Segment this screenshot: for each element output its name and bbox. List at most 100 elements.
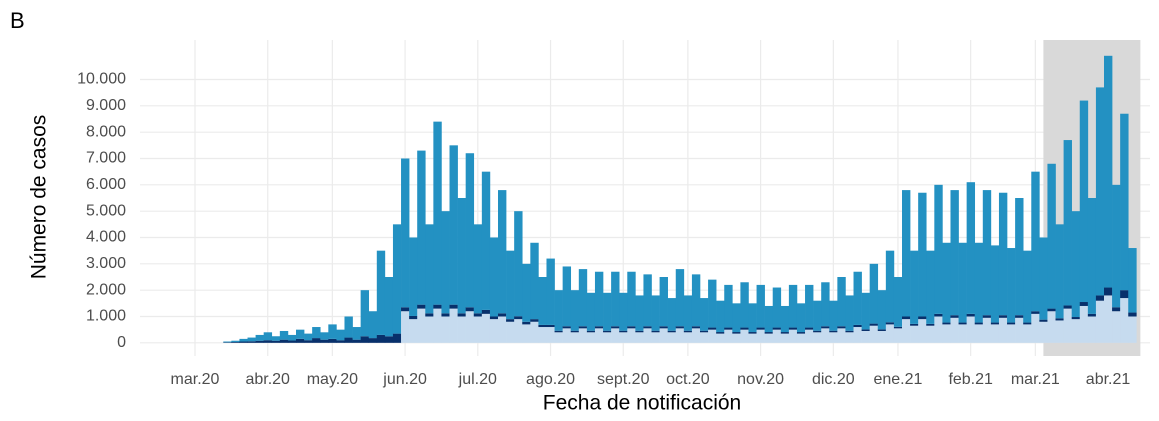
bar-segment (966, 182, 976, 314)
bar-segment (489, 319, 499, 343)
bar-segment (287, 334, 297, 341)
bar-segment (1039, 321, 1048, 343)
bar-segment (449, 308, 458, 343)
bar-segment (837, 277, 846, 327)
bar-segment (700, 330, 709, 333)
bar-segment (853, 324, 862, 328)
x-tick-label: jun.20 (382, 371, 427, 388)
bar-segment (635, 332, 644, 343)
bar-segment (861, 329, 870, 331)
bar-segment (950, 317, 959, 343)
x-tick-label: dic.20 (812, 371, 855, 388)
bar-segment (974, 242, 984, 323)
bar-segment (433, 304, 442, 309)
bar-segment (401, 311, 410, 343)
bar-segment (1015, 317, 1024, 343)
bar-segment (1087, 316, 1097, 343)
x-tick-label: jul.20 (458, 371, 497, 388)
bar-segment (990, 245, 1000, 323)
bar-segment (651, 332, 660, 343)
bar-segment (982, 190, 992, 316)
bar-segment (740, 282, 749, 328)
bar-segment (522, 263, 531, 322)
bar-segment (893, 277, 903, 327)
bar-segment (659, 328, 668, 343)
y-tick-label: 3.000 (86, 255, 126, 272)
bar-segment (554, 290, 563, 331)
bar-segment (659, 326, 668, 329)
bar-segment (877, 290, 887, 330)
bar-segment (506, 250, 515, 320)
bar-segment (1079, 100, 1089, 303)
bar-segment (1095, 295, 1105, 301)
bar-segment (417, 304, 426, 309)
bar-segment (732, 332, 741, 334)
bar-segment (627, 328, 636, 343)
bar-segment (514, 211, 523, 317)
bar-segment (223, 342, 232, 343)
bar-segment (910, 323, 919, 326)
bar-segment (1128, 316, 1137, 343)
bar-segment (352, 327, 361, 340)
bar-segment (457, 313, 466, 317)
bar-segment (562, 266, 572, 327)
bar-segment (603, 330, 612, 333)
bar-segment (821, 282, 830, 327)
bar-segment (845, 295, 854, 331)
bar-segment (805, 327, 814, 330)
bar-segment (279, 339, 289, 343)
x-tick-label: sept.20 (597, 371, 650, 388)
bar-segment (473, 316, 483, 343)
bar-segment (1023, 324, 1032, 343)
bar-segment (853, 271, 862, 325)
bar-segment (489, 237, 499, 317)
bar-segment (376, 250, 386, 335)
y-tick-label: 10.000 (77, 71, 126, 88)
bar-segment (990, 324, 1000, 343)
y-tick-label: 6.000 (86, 176, 126, 193)
bar-segment (425, 313, 434, 317)
bar-segment (611, 326, 620, 329)
bar-segment (902, 316, 911, 320)
bar-segment (1095, 300, 1105, 343)
bar-segment (1104, 55, 1113, 288)
bar-segment (481, 313, 491, 343)
panel-label: B (10, 8, 25, 33)
bar-segment (700, 298, 709, 331)
bar-segment (441, 313, 450, 317)
bar-segment (982, 315, 992, 318)
bar-segment (1079, 302, 1089, 306)
bar-segment (538, 324, 547, 328)
bar-segment (578, 328, 588, 343)
bar-segment (247, 337, 256, 342)
bar-segment (255, 340, 264, 343)
bar-segment (837, 326, 846, 329)
bar-segment (732, 303, 741, 333)
bar-segment (1120, 298, 1129, 343)
x-tick-label: feb.21 (948, 371, 993, 388)
bar-segment (683, 295, 693, 331)
bar-segment (659, 277, 668, 327)
bar-segment (304, 340, 313, 343)
bar-segment (409, 315, 418, 320)
bar-segment (796, 303, 806, 333)
bar-segment (619, 292, 628, 331)
bar-segment (530, 319, 539, 322)
bar-segment (320, 339, 329, 343)
bar-segment (570, 332, 580, 343)
bar-segment (918, 192, 927, 317)
bar-segment (853, 327, 862, 343)
bar-segment (764, 333, 774, 343)
bar-segment (239, 341, 248, 343)
bar-segment (570, 290, 580, 331)
bar-segment (877, 329, 887, 331)
bar-segment (1104, 295, 1113, 343)
bar-segment (740, 329, 749, 343)
bar-segment (570, 330, 580, 333)
bar-segment (700, 332, 709, 343)
bar-segment (554, 330, 563, 333)
bar-segment (902, 319, 911, 343)
bar-segment (562, 326, 572, 329)
bar-segment (861, 330, 870, 343)
